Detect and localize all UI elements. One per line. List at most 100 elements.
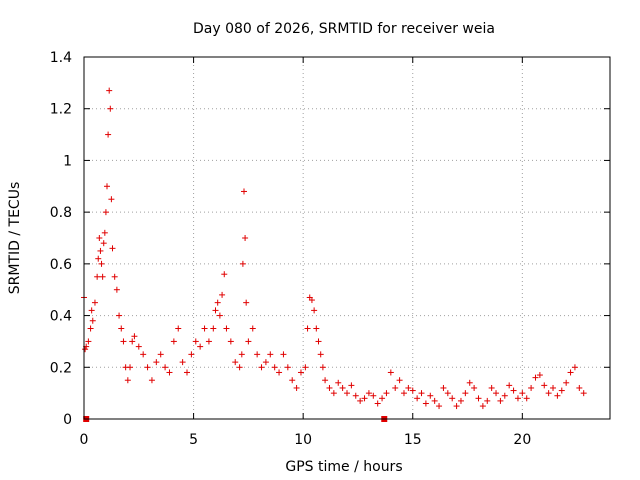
data-point	[271, 364, 278, 371]
data-point	[243, 299, 250, 306]
data-point	[471, 384, 478, 391]
data-point	[267, 351, 274, 358]
data-point	[361, 395, 368, 402]
data-point	[197, 343, 204, 350]
y-tick-labels: 0 0.2 0.4 0.6 0.8 1 1.2 1.4	[50, 50, 72, 428]
data-point	[344, 390, 350, 397]
data-point	[313, 325, 320, 332]
data-point	[427, 392, 434, 399]
data-point	[571, 364, 578, 371]
x-tick-labels: 0 5 10 15 20	[80, 432, 532, 448]
data-point	[392, 384, 399, 391]
data-point	[466, 379, 473, 386]
data-point	[289, 377, 296, 384]
data-point	[284, 364, 291, 371]
data-point	[317, 351, 324, 358]
data-point	[131, 333, 138, 340]
data-point	[240, 188, 247, 195]
data-point	[479, 403, 486, 410]
data-point	[475, 395, 482, 402]
data-point	[563, 379, 570, 386]
data-point	[104, 183, 111, 190]
data-point	[457, 397, 464, 404]
data-point	[510, 387, 517, 394]
data-point	[297, 369, 304, 376]
data-point	[129, 338, 136, 345]
y-tick-label: 0.2	[50, 360, 72, 376]
axis-ticks	[83, 56, 610, 420]
y-tick-label: 0.6	[50, 257, 72, 273]
data-point	[365, 390, 372, 397]
data-point	[166, 369, 173, 376]
data-point	[280, 351, 287, 358]
data-point	[144, 364, 151, 371]
data-point	[440, 384, 447, 391]
data-point	[108, 196, 115, 203]
data-point	[262, 359, 269, 366]
data-point	[94, 273, 101, 280]
data-point	[242, 235, 249, 241]
data-point	[96, 235, 103, 241]
data-point	[532, 374, 539, 381]
data-point	[497, 397, 504, 404]
data-point	[396, 377, 403, 384]
data-point	[444, 390, 451, 397]
data-point	[519, 390, 526, 397]
data-point	[506, 382, 513, 389]
data-point	[111, 273, 118, 280]
data-point	[370, 392, 377, 399]
data-point	[210, 325, 217, 332]
data-point	[214, 299, 221, 306]
data-point	[523, 395, 530, 402]
data-point	[550, 384, 557, 391]
data-point	[118, 325, 125, 332]
data-point	[528, 384, 535, 391]
data-point	[184, 369, 191, 376]
data-point	[326, 384, 333, 391]
data-point	[95, 255, 102, 262]
data-point	[339, 384, 346, 391]
data-point	[541, 382, 548, 389]
data-point	[453, 403, 460, 410]
data-point	[216, 312, 223, 319]
data-point	[254, 351, 261, 358]
data-point	[431, 397, 438, 404]
data-point	[212, 307, 219, 314]
data-point	[97, 247, 104, 254]
data-point	[311, 307, 318, 314]
data-point	[374, 400, 381, 407]
data-point	[258, 364, 265, 371]
data-point	[102, 209, 109, 216]
data-point	[352, 392, 359, 399]
data-point	[414, 395, 421, 402]
data-point	[148, 377, 155, 384]
data-point	[227, 338, 234, 345]
data-point	[293, 384, 300, 391]
data-point	[99, 273, 106, 280]
y-tick-label: 1.4	[50, 50, 72, 66]
data-point	[170, 338, 177, 345]
data-point	[98, 260, 105, 267]
data-point	[400, 390, 407, 397]
data-point	[221, 271, 228, 278]
data-point	[308, 297, 315, 304]
data-point	[100, 240, 107, 247]
data-point	[302, 364, 309, 371]
data-point	[405, 384, 412, 391]
y-tick-label: 0	[63, 412, 72, 428]
data-point	[536, 372, 543, 379]
x-tick-label: 15	[404, 432, 422, 448]
data-point	[223, 325, 230, 332]
data-point	[101, 229, 108, 236]
data-point	[109, 245, 116, 252]
data-point	[239, 260, 246, 267]
data-point	[219, 291, 226, 298]
data-point	[276, 369, 283, 376]
data-point	[488, 384, 495, 391]
y-tick-label: 1.2	[50, 102, 72, 118]
data-point	[107, 105, 114, 112]
y-tick-label: 1	[63, 153, 72, 169]
plot-frame	[83, 56, 611, 420]
data-point	[127, 364, 134, 371]
